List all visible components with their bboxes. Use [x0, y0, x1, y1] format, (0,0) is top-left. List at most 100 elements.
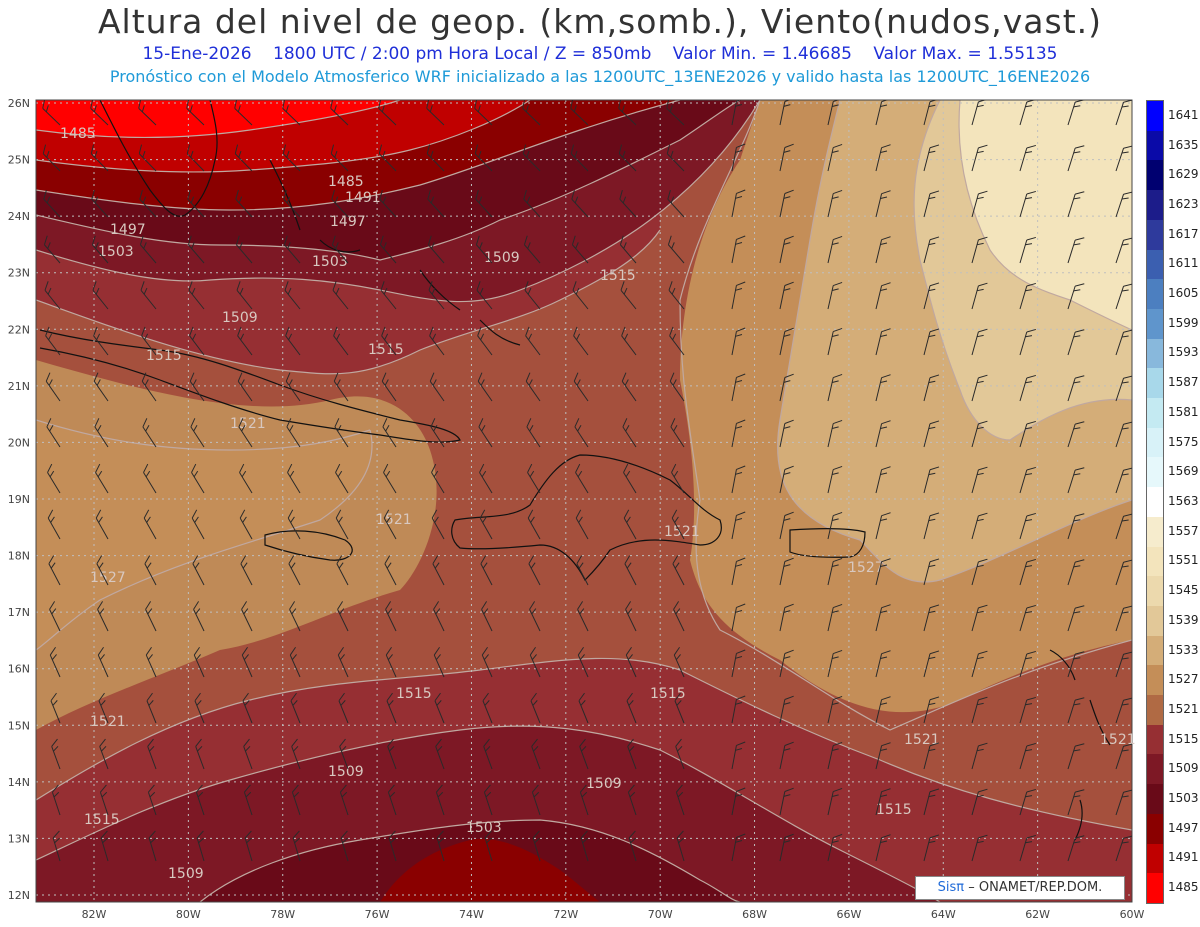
wind-barb [575, 509, 589, 540]
legend-label: 1599 [1168, 315, 1199, 330]
wind-barb [580, 830, 589, 862]
wind-barb [378, 144, 397, 172]
wind-barb [529, 601, 541, 632]
wind-barb [971, 420, 988, 448]
wind-barb [731, 373, 746, 402]
wind-barb [147, 738, 157, 770]
legend-label: 1503 [1168, 791, 1199, 806]
wind-barb [481, 646, 493, 678]
latitude-label: 18N [8, 550, 30, 563]
wind-barb [186, 100, 205, 126]
wind-barb [243, 784, 253, 816]
wind-barb [675, 738, 685, 770]
wind-barb [387, 738, 397, 770]
wind-barb [289, 646, 301, 678]
wind-barb [626, 692, 637, 724]
longitude-label: 62W [1025, 908, 1050, 921]
wind-barb [43, 190, 61, 218]
wind-barb [671, 463, 685, 494]
wind-barb [923, 696, 940, 724]
contour-label: 1515 [146, 348, 182, 364]
wind-barb [875, 100, 891, 126]
legend-swatch [1147, 546, 1163, 577]
wind-barb [387, 784, 397, 816]
longitude-labels: 82W 80W 78W 76W 74W 72W 70W 68W 66W 64W 62W 60W [82, 908, 1145, 921]
wind-barb [474, 100, 493, 126]
bahamas-coast [269, 159, 521, 346]
wind-barb [482, 692, 493, 724]
contour-label: 1521 [230, 416, 266, 432]
coastlines [39, 100, 1111, 841]
wind-barb [570, 144, 589, 172]
wind-barb [95, 463, 109, 494]
wind-barb [434, 692, 445, 724]
wind-barb [1019, 650, 1036, 678]
wind-barb [875, 236, 891, 264]
wind-barb [674, 692, 685, 724]
wind-barb [875, 190, 891, 218]
latitude-label: 21N [8, 380, 30, 393]
wind-barb [923, 282, 940, 310]
legend-label: 1635 [1168, 137, 1199, 152]
legend-swatch [1147, 843, 1163, 874]
wind-barb [875, 144, 891, 172]
wind-barb [673, 601, 685, 632]
legend-label: 1557 [1168, 523, 1199, 538]
wind-barb [286, 418, 301, 448]
cuba-coast [39, 329, 461, 443]
wind-barb [139, 190, 157, 218]
wind-barb [388, 830, 397, 862]
forecast-date: 15-Ene-2026 [142, 44, 252, 64]
wind-barb [330, 144, 349, 172]
wind-barb [923, 834, 940, 862]
wind-barb [875, 650, 891, 678]
wind-barb [283, 235, 301, 264]
contour-label: 1485 [60, 126, 96, 142]
wind-barb [49, 601, 61, 632]
wind-barb [971, 558, 988, 586]
wind-barb [333, 372, 349, 402]
wind-barb [426, 144, 445, 172]
legend-swatch [1147, 665, 1163, 696]
wind-barb [94, 418, 109, 448]
wind-barb [731, 419, 746, 448]
longitude-label: 78W [270, 908, 295, 921]
contour-label: 1497 [330, 214, 366, 230]
wind-barb [148, 830, 157, 862]
credit-box: Sisπ – ONAMET/REP.DOM. [915, 876, 1125, 900]
wind-barb [379, 235, 397, 264]
wind-barb [666, 144, 685, 172]
wind-barb [44, 281, 61, 310]
wind-barb [241, 646, 253, 678]
wind-barb [827, 281, 843, 310]
wind-barb [875, 328, 891, 356]
wind-barb [671, 509, 685, 540]
wind-barb [288, 555, 301, 586]
wind-barb [428, 281, 445, 310]
wind-barb [731, 281, 746, 310]
wind-barb [827, 235, 843, 264]
wind-barb [474, 144, 493, 172]
legend-label: 1497 [1168, 820, 1199, 835]
wind-barb [529, 646, 541, 678]
wind-barb [779, 235, 794, 264]
contour-label: 1515 [368, 342, 404, 358]
legend-swatch [1147, 308, 1163, 340]
wind-barb [49, 646, 61, 678]
legend-swatch [1147, 695, 1163, 726]
longitude-label: 80W [176, 908, 201, 921]
wind-barb [291, 738, 301, 770]
wind-barb [382, 418, 397, 448]
wind-barb [379, 190, 397, 218]
wind-barb [234, 144, 253, 172]
wind-barb [1115, 835, 1132, 862]
latitude-label: 16N [8, 663, 30, 676]
wind-barb [385, 646, 397, 678]
wind-barb [237, 372, 253, 402]
wind-barb [779, 833, 794, 862]
wind-barb [239, 463, 253, 494]
legend-label: 1515 [1168, 731, 1199, 746]
legend-swatch [1147, 398, 1163, 429]
wind-barb [621, 372, 637, 402]
legend-swatch [1147, 784, 1163, 815]
